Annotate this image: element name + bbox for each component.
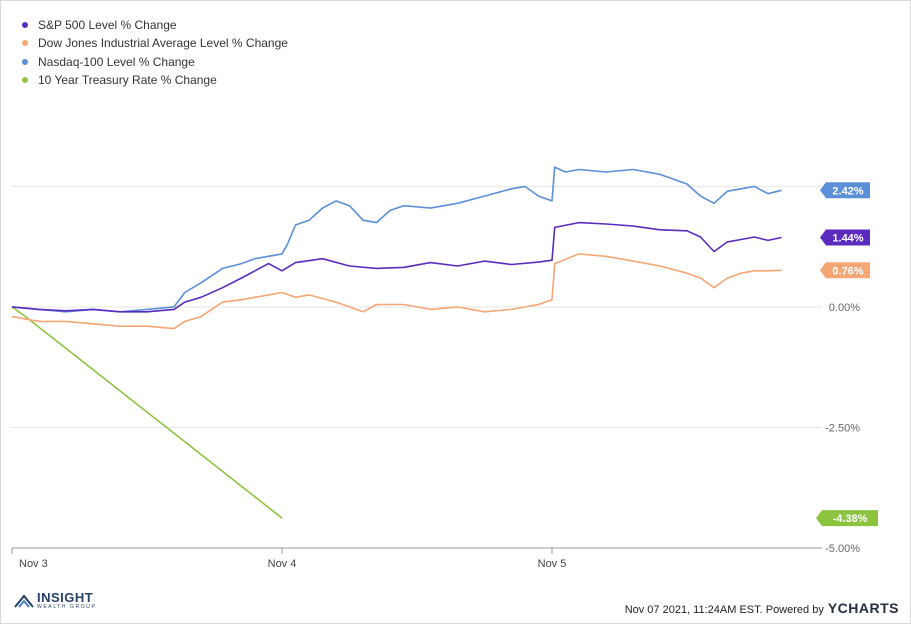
credit-text: Nov 07 2021, 11:24AM EST. Powered by — [624, 604, 824, 616]
end-value-label: 0.76% — [832, 265, 863, 277]
series-line — [11, 306, 283, 519]
legend-label: Nasdaq-100 Level % Change — [38, 54, 195, 69]
logo-sub-text: WEALTH GROUP — [37, 604, 97, 610]
y-tick-label: -2.50% — [825, 422, 860, 434]
legend-label: S&P 500 Level % Change — [38, 18, 177, 33]
end-value-badge — [820, 262, 870, 279]
end-value-badge — [820, 182, 870, 199]
legend-item[interactable]: Dow Jones Industrial Average Level % Cha… — [22, 34, 288, 52]
legend-marker — [22, 22, 28, 29]
chart-legend: S&P 500 Level % Change Dow Jones Industri… — [22, 16, 288, 89]
end-value-badge — [820, 229, 870, 246]
end-value-label: 2.42% — [832, 185, 863, 197]
insight-wealth-logo: INSIGHT WEALTH GROUP — [14, 590, 97, 610]
powered-by-credit: Nov 07 2021, 11:24AM EST. Powered by YCH… — [625, 600, 899, 616]
legend-item[interactable]: Nasdaq-100 Level % Change — [22, 53, 288, 71]
legend-marker — [22, 77, 28, 84]
x-tick-label: Nov 4 — [268, 558, 297, 570]
end-value-label: -4.38% — [833, 513, 868, 525]
legend-item[interactable]: 10 Year Treasury Rate % Change — [22, 71, 288, 89]
insight-logo-icon — [14, 594, 34, 608]
x-tick-label: Nov 5 — [538, 558, 567, 570]
end-value-badge — [816, 510, 878, 527]
legend-item[interactable]: S&P 500 Level % Change — [22, 16, 288, 34]
legend-marker — [22, 58, 28, 65]
series-line — [11, 221, 782, 313]
end-value-label: 1.44% — [832, 233, 863, 245]
y-tick-label: 0.00% — [829, 302, 860, 314]
legend-marker — [22, 40, 28, 47]
series-line — [11, 253, 782, 330]
legend-label: 10 Year Treasury Rate % Change — [38, 73, 217, 88]
y-tick-label: -5.00% — [825, 543, 860, 555]
series-line — [11, 166, 782, 313]
x-tick-label: Nov 3 — [19, 558, 48, 570]
ycharts-logo[interactable]: YCHARTS — [827, 600, 899, 616]
logo-main-text: INSIGHT — [37, 590, 94, 605]
legend-label: Dow Jones Industrial Average Level % Cha… — [38, 36, 288, 51]
